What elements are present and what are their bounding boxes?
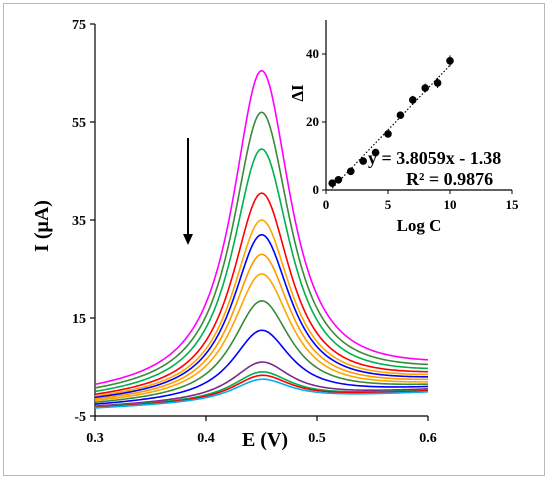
voltammogram-curve-6 bbox=[94, 233, 428, 399]
data-point bbox=[384, 130, 392, 138]
main-x-tick-label: 0.5 bbox=[308, 431, 326, 446]
inset-y-tick-label: 40 bbox=[306, 46, 319, 61]
voltammogram-curve-9 bbox=[94, 300, 429, 404]
inset-x-tick-label: 0 bbox=[323, 197, 330, 212]
voltammogram-curves bbox=[94, 69, 429, 409]
data-point bbox=[409, 96, 417, 104]
voltammogram-curve-3 bbox=[94, 148, 429, 393]
voltammogram-curve-1 bbox=[94, 69, 429, 386]
data-point bbox=[396, 111, 405, 119]
voltammogram-curve-2 bbox=[94, 111, 429, 389]
data-point bbox=[347, 167, 355, 176]
main-x-axis-title: E (V) bbox=[242, 429, 288, 451]
voltammogram-curve-11 bbox=[94, 361, 429, 407]
main-x-ticks: 0.3 0.4 0.5 0.6 bbox=[86, 416, 437, 446]
inset-data-points bbox=[328, 55, 454, 187]
voltammogram-curve-8 bbox=[94, 273, 429, 402]
inset-x-tick-label: 15 bbox=[506, 197, 520, 212]
voltammogram-curve-4 bbox=[94, 192, 429, 396]
regression-equation: y = 3.8059x - 1.38 bbox=[368, 148, 501, 168]
main-x-tick-label: 0.6 bbox=[419, 431, 437, 446]
data-point bbox=[446, 57, 454, 65]
main-x-tick-label: 0.3 bbox=[86, 431, 104, 446]
inset-y-tick-label: 0 bbox=[313, 182, 320, 197]
inset-x-tick-label: 5 bbox=[385, 197, 392, 212]
inset-y-tick-label: 20 bbox=[306, 114, 319, 129]
figure-frame bbox=[3, 3, 545, 476]
data-point bbox=[359, 157, 368, 165]
main-y-tick-label: 75 bbox=[72, 18, 86, 33]
voltammogram-curve-14 bbox=[94, 378, 429, 409]
main-y-ticks: -5 15 35 55 75 bbox=[72, 18, 95, 425]
data-point bbox=[371, 148, 380, 157]
voltammogram-curve-7 bbox=[94, 253, 428, 400]
main-y-tick-label: 55 bbox=[72, 116, 86, 131]
main-x-tick-label: 0.4 bbox=[197, 431, 215, 446]
decrease-arrow-icon bbox=[183, 138, 193, 245]
inset-y-axis-title: ΔI bbox=[288, 84, 307, 102]
data-point bbox=[421, 84, 430, 92]
trendline-segment bbox=[331, 62, 453, 189]
voltammogram-curve-5 bbox=[94, 219, 429, 397]
inset-x-ticks: 0 5 10 15 bbox=[323, 190, 519, 212]
voltammogram-curve-10 bbox=[94, 329, 429, 405]
inset-x-tick-label: 10 bbox=[444, 197, 457, 212]
main-y-tick-label: 35 bbox=[72, 214, 86, 229]
data-point bbox=[334, 176, 343, 184]
voltammogram-curve-13 bbox=[94, 374, 429, 409]
data-point bbox=[328, 179, 337, 187]
r-squared-label: R² = 0.9876 bbox=[406, 169, 493, 189]
data-point bbox=[433, 79, 442, 87]
main-y-tick-label: 15 bbox=[72, 312, 86, 327]
inset-y-ticks: 0 20 40 bbox=[306, 46, 326, 197]
inset-x-axis-title: Log C bbox=[397, 216, 442, 235]
main-y-tick-label: -5 bbox=[74, 410, 86, 425]
inset-trendline bbox=[331, 62, 453, 189]
main-y-axis-title: I (μA) bbox=[31, 200, 53, 252]
